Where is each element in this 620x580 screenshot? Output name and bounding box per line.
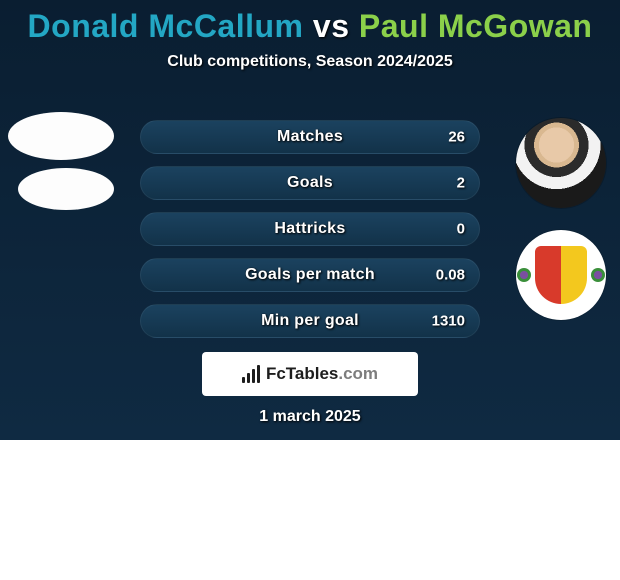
stat-row-gpm: Goals per match 0.08 <box>140 258 480 292</box>
comparison-card: Donald McCallum vs Paul McGowan Club com… <box>0 0 620 440</box>
brand-badge[interactable]: FcTables.com <box>202 352 418 396</box>
stat-row-goals: Goals 2 <box>140 166 480 200</box>
right-avatar-stack <box>516 118 606 320</box>
stat-value-right: 26 <box>448 129 465 146</box>
brand-domain: .com <box>338 364 378 383</box>
stat-row-mpg: Min per goal 1310 <box>140 304 480 338</box>
stat-value-right: 2 <box>457 175 465 192</box>
stat-label: Goals per match <box>245 266 375 284</box>
page-title: Donald McCallum vs Paul McGowan <box>0 0 620 45</box>
bar-chart-icon <box>242 365 262 383</box>
stat-label: Hattricks <box>274 220 345 238</box>
player-a-name: Donald McCallum <box>28 8 304 44</box>
stat-label: Matches <box>277 128 343 146</box>
stat-label: Goals <box>287 174 333 192</box>
avatar-placeholder <box>8 112 114 160</box>
player-b-club-crest <box>516 230 606 320</box>
stat-value-right: 0.08 <box>436 267 465 284</box>
date-label: 1 march 2025 <box>259 408 360 426</box>
stat-label: Min per goal <box>261 312 359 330</box>
stat-value-right: 0 <box>457 221 465 238</box>
brand-text: FcTables.com <box>266 364 378 384</box>
stat-row-matches: Matches 26 <box>140 120 480 154</box>
left-avatar-stack <box>8 112 114 218</box>
club-placeholder <box>18 168 114 210</box>
player-b-name: Paul McGowan <box>359 8 593 44</box>
vs-separator: vs <box>313 8 350 44</box>
crest-shield-icon <box>535 246 587 304</box>
stat-value-right: 1310 <box>432 313 465 330</box>
subtitle: Club competitions, Season 2024/2025 <box>0 53 620 71</box>
player-b-avatar <box>516 118 606 208</box>
brand-name: FcTables <box>266 364 338 383</box>
stat-row-hattricks: Hattricks 0 <box>140 212 480 246</box>
stat-bars: Matches 26 Goals 2 Hattricks 0 Goals per… <box>140 120 480 350</box>
